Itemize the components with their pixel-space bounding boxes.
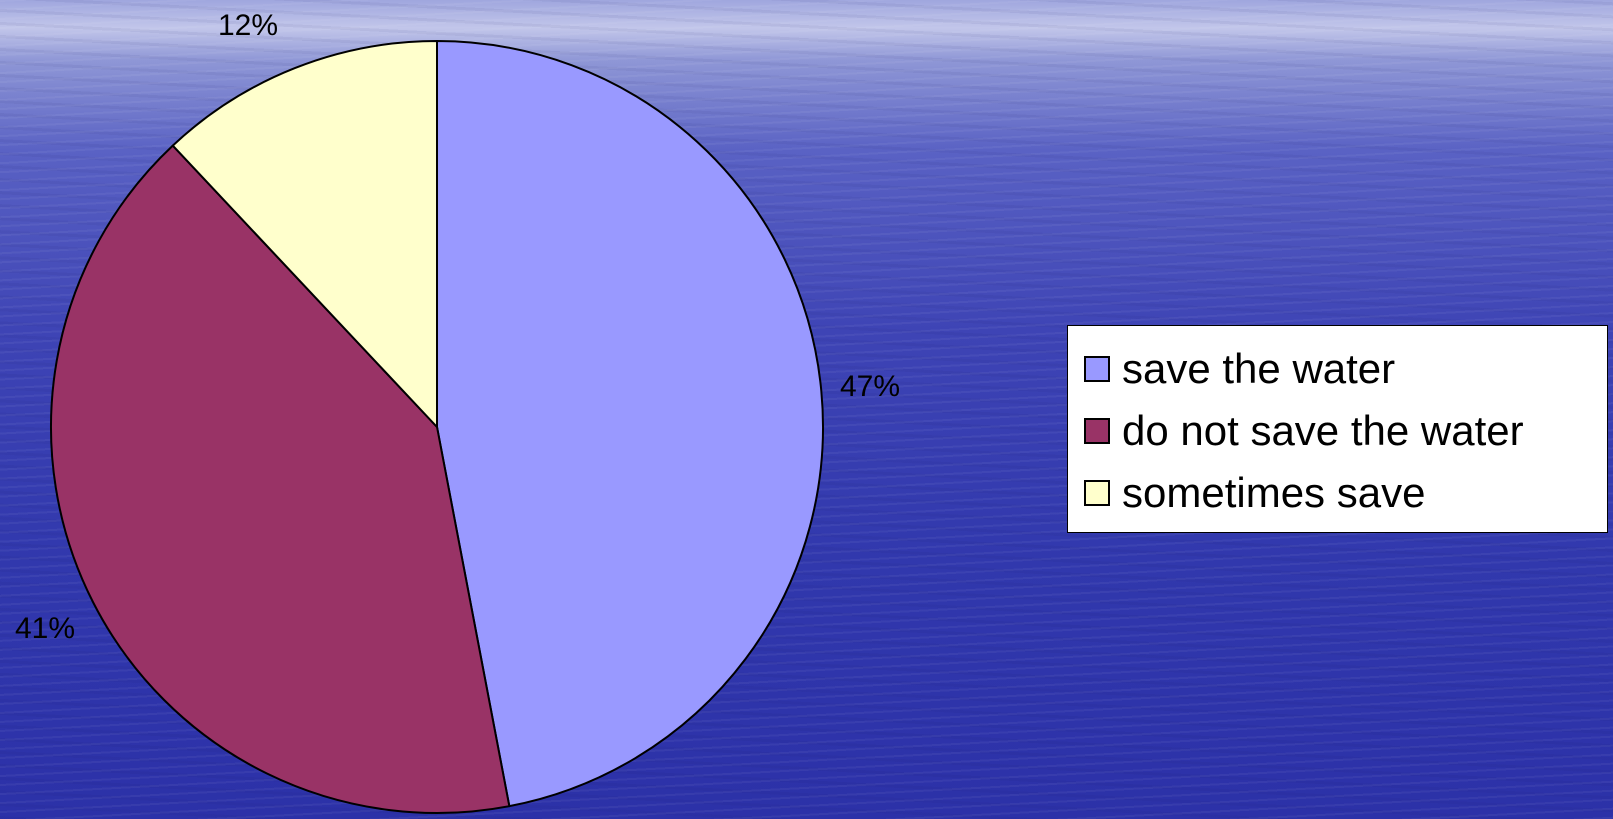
chart-legend: save the water do not save the water som… <box>1067 325 1608 533</box>
legend-label-save-the-water: save the water <box>1122 345 1396 392</box>
legend-label-sometimes-save: sometimes save <box>1122 469 1426 516</box>
data-label-do-not-save-the-water: 41% <box>15 612 75 645</box>
data-label-sometimes-save: 12% <box>218 9 278 42</box>
pie-slice-save-the-water <box>436 40 824 808</box>
pie-slice-do-not-save-the-water <box>50 144 511 814</box>
legend-swatch-do-not-save-the-water <box>1084 418 1110 444</box>
pie-data-labels: 47% 41% 12% <box>15 9 900 645</box>
pie-slice-sometimes-save <box>171 40 438 428</box>
pie-slices <box>50 40 824 814</box>
legend-swatch-sometimes-save <box>1084 480 1110 506</box>
legend-item-save-the-water: save the water <box>1084 338 1607 400</box>
legend-item-do-not-save-the-water: do not save the water <box>1084 400 1607 462</box>
legend-item-sometimes-save: sometimes save <box>1084 462 1607 524</box>
data-label-save-the-water: 47% <box>840 370 900 403</box>
legend-swatch-save-the-water <box>1084 356 1110 382</box>
legend-label-do-not-save-the-water: do not save the water <box>1122 407 1524 454</box>
